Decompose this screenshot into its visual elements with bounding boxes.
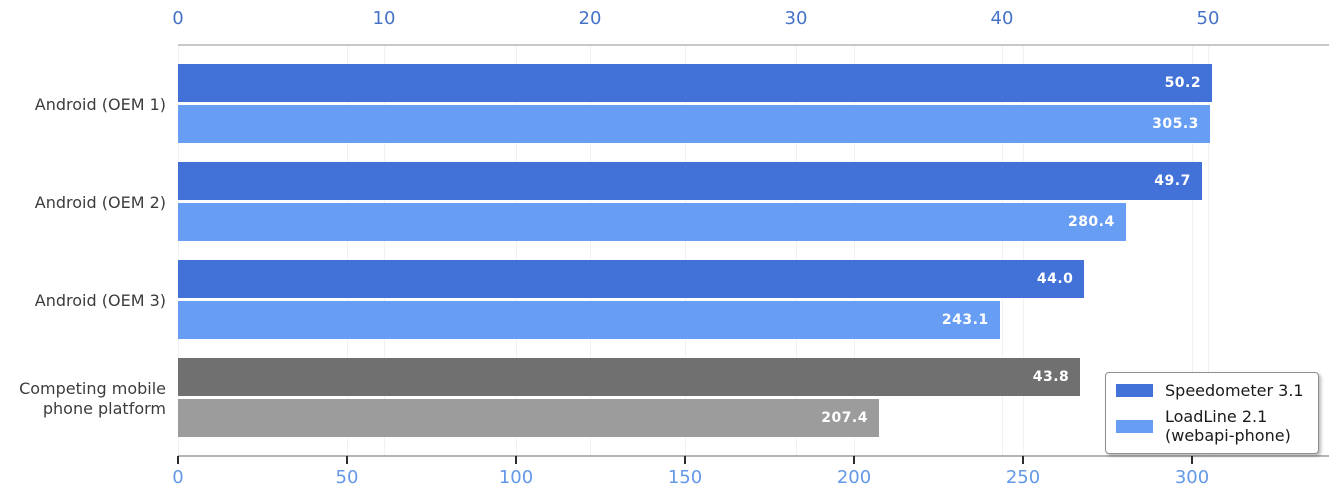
bar-speedometer-group-3: 44.0: [178, 260, 1085, 298]
gridline-top-20: [590, 45, 591, 455]
bottom-axis-tick-label-250: 250: [1005, 467, 1041, 488]
bottom-axis-tick-mark-250: [1022, 456, 1024, 464]
legend-label-loadline: LoadLine 2.1 (webapi-phone): [1165, 407, 1291, 445]
gridline-top-40: [1002, 45, 1003, 455]
bar-value-label: 280.4: [1067, 214, 1115, 230]
gridline-top-30: [796, 45, 797, 455]
bottom-axis-tick-mark-300: [1191, 456, 1193, 464]
bottom-axis-tick-mark-200: [853, 456, 855, 464]
legend: Speedometer 3.1 LoadLine 2.1 (webapi-pho…: [1105, 372, 1319, 454]
bottom-axis-tick-mark-0: [177, 456, 179, 464]
bottom-axis-tick-label-50: 50: [335, 467, 359, 488]
legend-item-loadline: LoadLine 2.1 (webapi-phone): [1116, 407, 1308, 445]
bottom-axis-tick-label-150: 150: [667, 467, 703, 488]
bottom-axis-tick-mark-50: [346, 456, 348, 464]
bar-speedometer-group-2: 49.7: [178, 162, 1202, 200]
gridline-top-10: [384, 45, 385, 455]
gridline-bottom-200: [854, 45, 855, 455]
category-label-1: Android (OEM 1): [34, 95, 166, 114]
bar-loadline-group-2: 280.4: [178, 203, 1126, 241]
bar-value-label: 243.1: [941, 312, 989, 328]
gridline-bottom-50: [347, 45, 348, 455]
legend-swatch-speedometer-icon: [1116, 384, 1153, 397]
category-label-2: Android (OEM 2): [34, 193, 166, 212]
bar-speedometer-group-4: 43.8: [178, 358, 1081, 396]
bar-loadline-group-3: 243.1: [178, 301, 1000, 339]
gridline-bottom-250: [1023, 45, 1024, 455]
gridline-bottom-0: [178, 45, 179, 455]
bottom-axis-line: [178, 455, 1329, 457]
bottom-axis-tick-mark-150: [684, 456, 686, 464]
bottom-axis-tick-label-100: 100: [498, 467, 534, 488]
gridline-bottom-100: [516, 45, 517, 455]
bar-value-label: 305.3: [1152, 116, 1199, 132]
top-axis-tick-label-30: 30: [784, 8, 808, 29]
top-axis-tick-label-50: 50: [1196, 8, 1220, 29]
category-label-4: Competing mobile phone platform: [19, 379, 166, 418]
bottom-axis-tick-mark-100: [515, 456, 517, 464]
bottom-axis-tick-label-200: 200: [836, 467, 872, 488]
top-axis-tick-label-10: 10: [372, 8, 396, 29]
bottom-axis-tick-label-0: 0: [172, 467, 184, 488]
top-axis-tick-label-20: 20: [578, 8, 602, 29]
top-axis-tick-label-0: 0: [172, 8, 184, 29]
bar-value-label: 207.4: [821, 410, 868, 426]
category-label-3: Android (OEM 3): [34, 291, 166, 310]
bar-value-label: 43.8: [1032, 369, 1070, 385]
bar-value-label: 44.0: [1036, 271, 1074, 287]
bar-speedometer-group-1: 50.2: [178, 64, 1213, 102]
bottom-axis-tick-label-300: 300: [1174, 467, 1210, 488]
bar-loadline-group-4: 207.4: [178, 399, 879, 437]
gridline-top-50: [1208, 45, 1209, 455]
legend-swatch-loadline-icon: [1116, 419, 1153, 433]
legend-item-speedometer: Speedometer 3.1: [1116, 381, 1308, 400]
bar-value-label: 50.2: [1164, 75, 1202, 91]
bar-loadline-group-1: 305.3: [178, 105, 1210, 143]
top-axis-line: [178, 44, 1329, 46]
top-axis-tick-label-40: 40: [990, 8, 1014, 29]
gridline-bottom-150: [685, 45, 686, 455]
legend-label-speedometer: Speedometer 3.1: [1165, 381, 1304, 400]
bar-value-label: 49.7: [1154, 173, 1191, 189]
gridline-bottom-300: [1192, 45, 1193, 455]
